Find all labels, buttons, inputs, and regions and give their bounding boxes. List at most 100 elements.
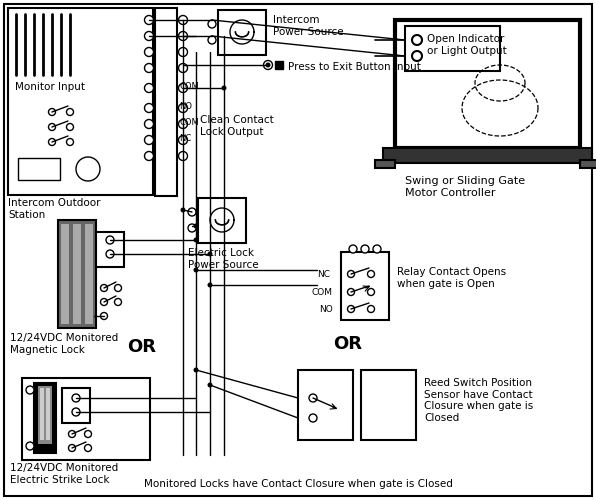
Circle shape (48, 124, 55, 130)
Circle shape (368, 270, 374, 278)
Circle shape (265, 62, 271, 68)
Text: Monitor Input: Monitor Input (15, 82, 85, 92)
Circle shape (178, 48, 188, 56)
Bar (155, 8, 177, 196)
Bar (405, 26, 500, 71)
Circle shape (144, 152, 154, 160)
Text: COM: COM (311, 288, 332, 297)
Circle shape (347, 270, 355, 278)
Circle shape (194, 268, 198, 272)
Circle shape (144, 84, 154, 92)
Circle shape (208, 36, 216, 44)
Circle shape (114, 298, 122, 306)
Circle shape (178, 84, 188, 92)
Bar (361, 370, 416, 440)
Text: NC: NC (317, 270, 330, 279)
Circle shape (368, 306, 374, 312)
Circle shape (194, 238, 198, 242)
Circle shape (106, 236, 114, 244)
Circle shape (48, 108, 55, 116)
Bar (341, 252, 389, 320)
Circle shape (207, 282, 213, 288)
Text: Press to Exit Button Input: Press to Exit Button Input (288, 62, 421, 72)
Circle shape (144, 64, 154, 72)
Bar (275, 61, 283, 69)
Text: OR: OR (128, 338, 157, 356)
Circle shape (194, 368, 198, 372)
Bar (395, 20, 580, 148)
Circle shape (207, 252, 213, 256)
Text: Intercom
Power Source: Intercom Power Source (273, 15, 344, 36)
Bar (46, 388, 50, 440)
Circle shape (144, 136, 154, 144)
Circle shape (194, 224, 198, 228)
Circle shape (144, 16, 154, 24)
Circle shape (76, 157, 100, 181)
Circle shape (178, 64, 188, 72)
Circle shape (67, 108, 73, 116)
Circle shape (309, 394, 317, 402)
Bar (34, 383, 56, 453)
Bar (383, 148, 592, 163)
Circle shape (101, 312, 107, 320)
Circle shape (181, 208, 185, 212)
Circle shape (85, 444, 92, 452)
Circle shape (101, 298, 107, 306)
Bar (96, 232, 124, 267)
Bar (198, 198, 246, 243)
Circle shape (222, 86, 226, 90)
Circle shape (69, 444, 76, 452)
Circle shape (207, 382, 213, 388)
Circle shape (144, 48, 154, 56)
Bar (375, 160, 395, 168)
Bar (580, 160, 596, 168)
Bar (58, 220, 96, 328)
Circle shape (361, 245, 369, 253)
Circle shape (178, 120, 188, 128)
Bar (62, 388, 90, 423)
Circle shape (188, 224, 196, 232)
Circle shape (72, 394, 80, 402)
Circle shape (114, 284, 122, 292)
Text: Open Indicator
or Light Output: Open Indicator or Light Output (427, 34, 507, 56)
Circle shape (178, 32, 188, 40)
Text: Intercom Outdoor
Station: Intercom Outdoor Station (8, 198, 101, 220)
Circle shape (69, 430, 76, 438)
Circle shape (144, 120, 154, 128)
Bar (61, 224, 69, 324)
Circle shape (309, 414, 317, 422)
Text: COM: COM (179, 118, 198, 127)
Circle shape (178, 16, 188, 24)
Circle shape (26, 442, 34, 450)
Text: NO: NO (319, 305, 333, 314)
Bar (18, 158, 60, 180)
Circle shape (412, 51, 422, 61)
Circle shape (263, 60, 272, 70)
Circle shape (101, 284, 107, 292)
Circle shape (144, 104, 154, 112)
Circle shape (178, 104, 188, 112)
Text: 12/24VDC Monitored
Magnetic Lock: 12/24VDC Monitored Magnetic Lock (10, 333, 118, 354)
Text: Clean Contact
Lock Output: Clean Contact Lock Output (200, 115, 274, 136)
Circle shape (368, 288, 374, 296)
Circle shape (373, 245, 381, 253)
Text: 12/24VDC Monitored
Electric Strike Lock: 12/24VDC Monitored Electric Strike Lock (10, 463, 118, 484)
Text: Electric Lock
Power Source: Electric Lock Power Source (188, 248, 259, 270)
Circle shape (349, 245, 357, 253)
Bar (73, 224, 81, 324)
Circle shape (48, 138, 55, 145)
Circle shape (85, 430, 92, 438)
Circle shape (412, 35, 422, 45)
Bar (22, 378, 150, 460)
Circle shape (67, 138, 73, 145)
Circle shape (106, 250, 114, 258)
Circle shape (347, 306, 355, 312)
Circle shape (178, 152, 188, 160)
Bar (298, 370, 353, 440)
Circle shape (67, 124, 73, 130)
Circle shape (26, 386, 34, 394)
Text: Reed Switch Position
Sensor have Contact
Closure when gate is
Closed: Reed Switch Position Sensor have Contact… (424, 378, 533, 423)
Text: Relay Contact Opens
when gate is Open: Relay Contact Opens when gate is Open (397, 267, 506, 288)
Circle shape (208, 20, 216, 28)
Text: NO: NO (179, 102, 192, 111)
